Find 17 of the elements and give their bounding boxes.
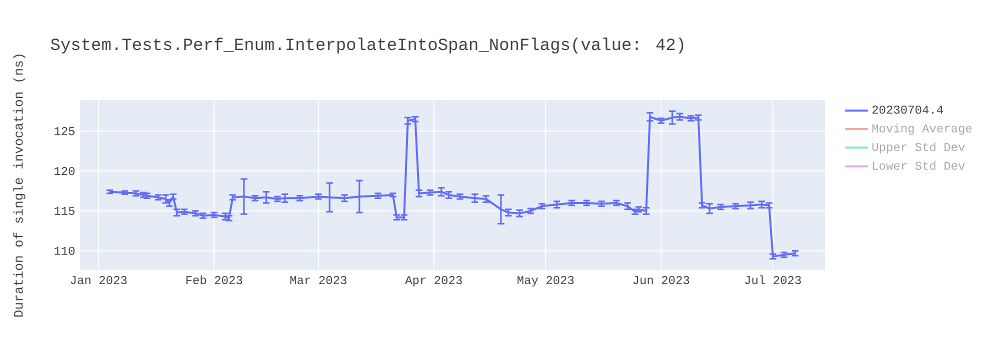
y-axis-title: Duration of single invocation (ns)	[13, 54, 26, 317]
x-tick-label: Jan 2023	[70, 276, 127, 284]
x-tick-label: Mar 2023	[290, 276, 346, 284]
legend-label: Upper Std Dev	[872, 142, 965, 154]
x-tick-label: Feb 2023	[186, 275, 242, 284]
y-tick-label: 110	[54, 246, 75, 255]
x-tick-label: Apr 2023	[405, 276, 462, 287]
x-tick-label: May 2023	[518, 276, 574, 287]
y-tick-label: 115	[54, 206, 75, 215]
x-tick-label: Jun 2023	[633, 276, 690, 284]
x-tick-label: Jul 2023	[745, 275, 801, 284]
y-tick-label: 125	[54, 127, 75, 136]
legend-label: Lower Std Dev	[872, 161, 965, 170]
legend-label: 20230704.4	[872, 106, 943, 114]
legend-label: Moving Average	[872, 124, 972, 135]
y-tick-label: 120	[54, 166, 75, 176]
chart-title: System.Tests.Perf_Enum.InterpolateIntoSpan_NonFlags(value: 42)	[50, 38, 684, 54]
